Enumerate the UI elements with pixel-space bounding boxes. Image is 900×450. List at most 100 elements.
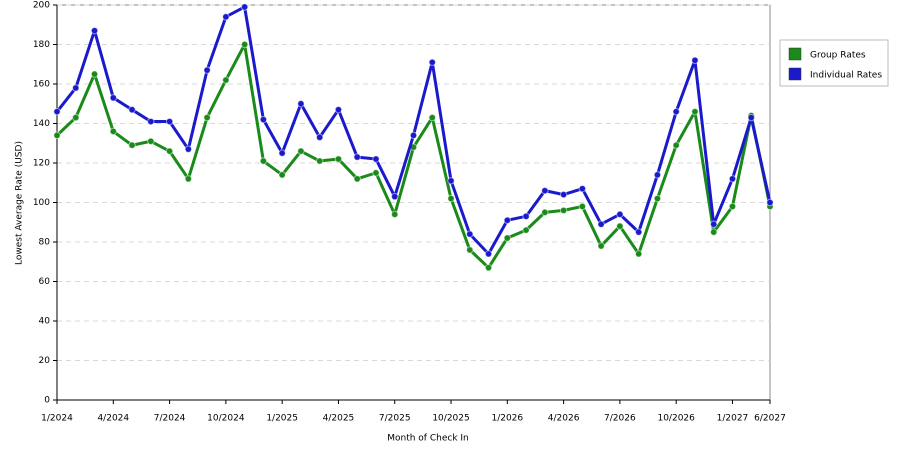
data-point <box>466 246 474 254</box>
y-tick-label: 180 <box>33 40 50 50</box>
data-point <box>541 208 549 217</box>
data-point <box>203 66 211 74</box>
x-tick-label: 1/2027 <box>717 414 749 424</box>
data-point <box>391 192 399 201</box>
data-point <box>484 263 493 272</box>
y-tick-label: 80 <box>39 238 51 248</box>
data-point <box>184 145 193 153</box>
x-tick-label: 10/2026 <box>657 414 695 424</box>
data-point <box>203 113 211 122</box>
data-point <box>372 155 380 163</box>
data-point <box>691 56 699 64</box>
data-point <box>147 137 155 145</box>
data-point <box>559 206 568 215</box>
data-point <box>447 177 455 185</box>
x-tick-label: 10/2025 <box>432 414 469 424</box>
data-point <box>409 131 418 140</box>
data-point <box>691 107 699 116</box>
data-point <box>522 212 530 221</box>
data-point <box>128 105 136 114</box>
data-point <box>672 141 680 149</box>
data-point <box>165 147 174 155</box>
data-point <box>578 184 587 193</box>
data-point <box>53 107 61 116</box>
data-point <box>578 202 587 211</box>
data-point <box>672 107 680 116</box>
data-point <box>653 194 662 203</box>
y-tick-label: 40 <box>39 317 51 327</box>
data-point <box>72 113 80 122</box>
data-point <box>90 26 99 35</box>
data-point <box>747 113 755 122</box>
x-tick-label: 7/2024 <box>154 414 186 424</box>
data-point <box>297 147 305 155</box>
x-tick-label: 1/2026 <box>491 414 523 424</box>
data-point <box>559 190 568 199</box>
data-point <box>653 171 662 179</box>
y-axis-label: Lowest Average Rate (USD) <box>15 141 25 265</box>
y-tick-label: 140 <box>33 119 50 129</box>
data-point <box>334 105 343 114</box>
x-tick-label: 10/2024 <box>207 414 245 424</box>
y-tick-label: 100 <box>33 198 50 208</box>
data-point <box>222 13 230 21</box>
x-tick-label: 7/2026 <box>604 414 636 424</box>
y-tick-label: 60 <box>39 277 51 287</box>
x-tick-label: 7/2025 <box>379 414 411 424</box>
data-point <box>297 100 305 108</box>
data-point <box>184 175 193 183</box>
data-point <box>710 220 718 228</box>
data-point <box>372 169 380 177</box>
data-point <box>147 117 155 126</box>
y-tick-label: 160 <box>33 80 50 90</box>
legend-label: Group Rates <box>810 51 866 61</box>
x-tick-label: 6/2027 <box>754 414 786 424</box>
y-tick-label: 20 <box>39 356 51 366</box>
data-point <box>240 3 249 11</box>
data-point <box>541 186 549 195</box>
x-tick-label: 4/2026 <box>548 414 580 424</box>
legend-swatch <box>788 47 802 61</box>
data-point <box>484 250 493 258</box>
data-point <box>391 210 399 219</box>
data-point <box>259 115 268 124</box>
data-point <box>109 127 117 136</box>
legend-swatch <box>788 67 802 81</box>
data-point <box>165 117 174 126</box>
data-point <box>109 94 117 102</box>
data-point <box>90 70 99 78</box>
data-point <box>278 149 286 157</box>
data-point <box>315 157 324 165</box>
data-point <box>634 228 643 236</box>
data-point <box>503 234 512 242</box>
data-point <box>428 58 436 66</box>
data-point <box>334 155 343 163</box>
x-tick-label: 1/2024 <box>41 414 73 424</box>
data-point <box>728 202 737 211</box>
data-point <box>240 40 249 49</box>
data-point <box>634 250 643 258</box>
data-point <box>466 230 474 238</box>
data-point <box>259 157 268 165</box>
y-tick-label: 120 <box>33 159 50 169</box>
data-point <box>353 175 361 183</box>
data-point <box>616 210 624 219</box>
legend-label: Individual Rates <box>810 71 882 81</box>
data-point <box>447 194 455 203</box>
data-point <box>522 226 530 234</box>
data-point <box>72 84 80 92</box>
data-point <box>710 228 718 236</box>
data-point <box>616 222 624 230</box>
data-point <box>428 113 436 122</box>
data-point <box>278 171 286 179</box>
data-point <box>766 198 774 207</box>
data-point <box>53 131 61 140</box>
x-tick-label: 1/2025 <box>266 414 298 424</box>
y-tick-label: 200 <box>33 1 50 11</box>
y-tick-label: 0 <box>44 396 50 406</box>
data-point <box>315 133 324 142</box>
data-point <box>597 220 605 228</box>
x-axis-label: Month of Check In <box>387 434 469 444</box>
data-point <box>222 76 230 84</box>
